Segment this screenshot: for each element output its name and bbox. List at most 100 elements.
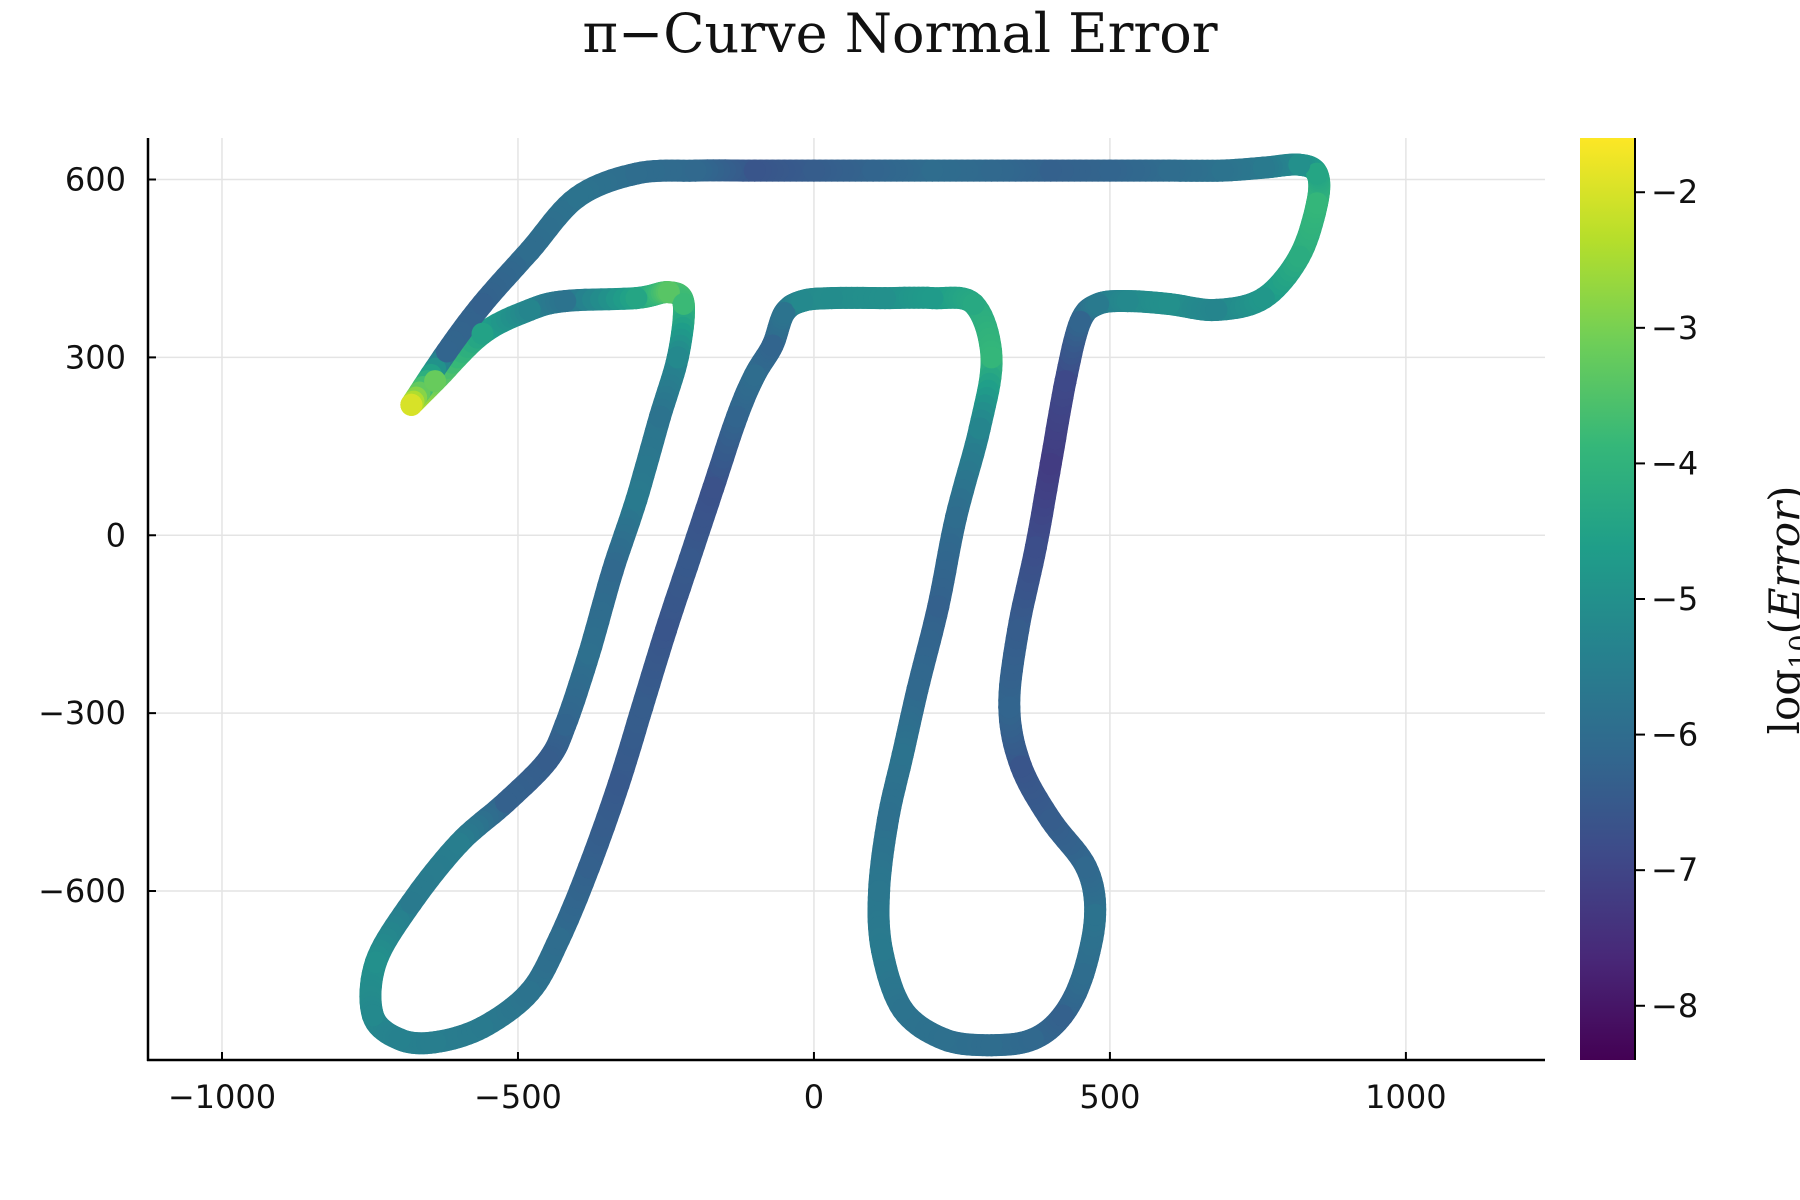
data-point	[862, 159, 885, 182]
data-point	[361, 1004, 384, 1027]
data-point	[874, 287, 896, 310]
data-point	[1306, 162, 1329, 185]
data-point	[649, 405, 671, 428]
data-point	[1158, 159, 1181, 182]
data-point	[625, 287, 648, 310]
data-point	[1087, 293, 1110, 315]
x-tick-label-0: −1000	[168, 1078, 276, 1116]
colorbar-tick-label-1: −3	[1651, 309, 1698, 347]
data-point	[554, 714, 577, 736]
colorbar-tick-label-5: −7	[1651, 851, 1698, 889]
data-point	[1024, 536, 1047, 559]
data-point	[980, 346, 1003, 369]
data-point	[447, 832, 470, 855]
data-point	[1069, 310, 1092, 333]
data-point	[1098, 159, 1121, 182]
data-point	[1116, 290, 1139, 313]
data-point	[518, 298, 541, 321]
data-point	[657, 281, 680, 304]
data-point	[726, 405, 748, 428]
data-point	[435, 340, 458, 363]
data-point	[1010, 755, 1033, 778]
data-point	[1084, 903, 1107, 926]
data-point	[743, 159, 766, 182]
data-point	[554, 290, 577, 313]
x-tick-label-1: −500	[474, 1078, 562, 1116]
y-tick-label-2: 0	[106, 516, 126, 554]
data-point	[625, 162, 648, 185]
colorbar-tick-label-3: −5	[1651, 580, 1698, 618]
data-point	[921, 287, 944, 310]
data-point	[773, 301, 796, 324]
data-point	[802, 159, 825, 182]
data-point	[495, 791, 518, 814]
data-point	[601, 559, 624, 582]
data-point	[678, 548, 701, 570]
data-point	[702, 476, 725, 499]
data-point	[871, 939, 893, 962]
colorbar-tick-label-4: −6	[1651, 716, 1698, 754]
data-point	[1252, 156, 1275, 179]
data-point	[743, 364, 766, 387]
data-point	[631, 696, 654, 719]
data-point	[980, 159, 1003, 182]
y-tick-label-1: −300	[38, 694, 126, 732]
data-point	[566, 186, 589, 209]
data-point	[1022, 1028, 1044, 1051]
colorbar-tick-label-6: −8	[1651, 987, 1698, 1025]
data-point	[578, 856, 600, 879]
colorbar-gradient	[1580, 138, 1635, 1060]
data-point	[868, 880, 891, 902]
chart-title: π−Curve Normal Error	[582, 2, 1218, 65]
data-point	[1007, 619, 1030, 642]
data-point	[1288, 245, 1311, 268]
data-point	[518, 980, 541, 1003]
data-point	[962, 293, 985, 315]
data-point	[921, 159, 944, 182]
grid-lines	[148, 138, 1545, 1060]
data-point	[906, 678, 929, 701]
data-point	[1054, 370, 1077, 393]
data-point	[1039, 159, 1062, 182]
data-point	[1158, 293, 1181, 315]
data-point	[891, 743, 914, 766]
data-point	[761, 334, 784, 357]
colorbar: −2 −3 −4 −5 −6 −7 −8	[1580, 138, 1698, 1060]
data-point	[945, 506, 967, 529]
data-point	[536, 749, 559, 772]
data-point	[672, 293, 695, 315]
data-point	[820, 287, 843, 310]
data-point	[1211, 159, 1234, 182]
data-point	[998, 696, 1021, 719]
colorbar-tick-label-2: −4	[1651, 444, 1698, 482]
data-point	[364, 951, 387, 974]
data-point	[400, 393, 423, 416]
axes: −1000 −500 0 500 1000 −600 −300 0 300 600	[38, 138, 1545, 1116]
data-point	[1288, 153, 1311, 176]
data-point	[1039, 808, 1062, 831]
y-tick-label-3: 300	[65, 338, 126, 376]
data-point	[791, 290, 814, 313]
data-point	[607, 773, 630, 796]
data-point	[388, 1028, 411, 1051]
data-curve	[359, 153, 1331, 1057]
data-point	[471, 322, 494, 345]
data-point	[1306, 192, 1329, 215]
data-point	[471, 293, 494, 315]
x-tick-label-3: 500	[1079, 1078, 1140, 1116]
data-point	[1051, 1004, 1074, 1027]
x-tick-label-4: 1000	[1365, 1078, 1446, 1116]
data-point	[876, 808, 899, 831]
data-point	[1075, 856, 1098, 879]
data-point	[666, 346, 689, 369]
data-point	[1039, 453, 1062, 476]
y-tick-label-0: −600	[38, 872, 126, 910]
data-point	[578, 642, 600, 665]
data-point	[891, 998, 914, 1021]
data-point	[424, 370, 447, 393]
data-point	[927, 595, 950, 618]
data-point	[424, 1031, 447, 1054]
data-point	[625, 488, 648, 511]
data-point	[968, 417, 991, 440]
